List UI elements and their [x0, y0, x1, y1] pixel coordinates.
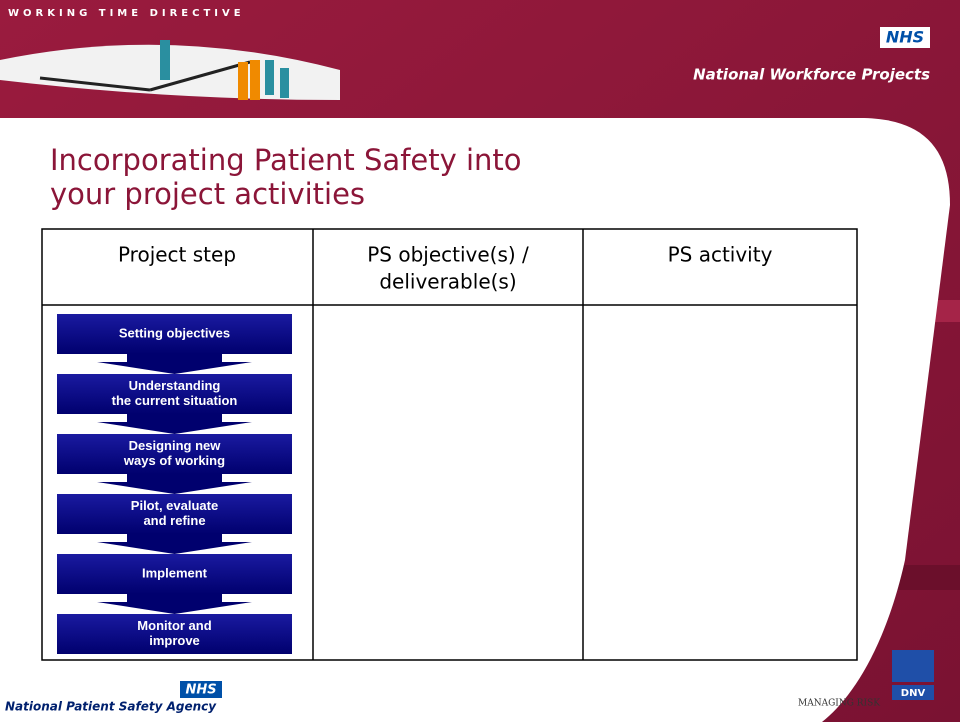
clock-hand — [39, 76, 151, 92]
column-header: Project step — [118, 243, 236, 267]
step-label: Pilot, evaluate — [131, 498, 218, 513]
step-arrow — [97, 354, 252, 374]
dnv-logo-text: DNV — [901, 688, 926, 699]
clock-hand — [149, 60, 251, 92]
column-header: PS objective(s) / — [367, 243, 529, 267]
table-grid — [41, 228, 858, 661]
figures — [160, 40, 289, 98]
nhs-logo — [880, 27, 930, 48]
step-arrow — [97, 534, 252, 554]
step-arrow — [97, 474, 252, 494]
step-box — [57, 494, 292, 534]
agency-name: National Patient Safety Agency — [5, 700, 217, 714]
step-box — [57, 374, 292, 414]
dnv-emblem — [892, 650, 934, 682]
step-label: Setting objectives — [119, 325, 230, 340]
title-line: Incorporating Patient Safety into — [50, 143, 522, 177]
nhs-logo-text: NHS — [185, 683, 216, 698]
nhs-logo — [180, 681, 222, 698]
step-box — [57, 434, 292, 474]
organisation: National Workforce Projects — [693, 66, 930, 84]
step-label: Monitor and — [137, 618, 211, 633]
step-box — [57, 614, 292, 654]
step-label: and refine — [143, 513, 205, 528]
tagline: MANAGING RISK — [798, 699, 880, 709]
step-label: the current situation — [112, 393, 238, 408]
step-box — [57, 554, 292, 594]
dnv-logo — [892, 685, 934, 700]
step-label: improve — [149, 633, 200, 648]
nhs-logo-text: NHS — [886, 28, 924, 47]
step-label: Understanding — [129, 378, 221, 393]
step-arrow — [97, 414, 252, 434]
column-header: PS activity — [668, 243, 773, 267]
programme-name: WORKING TIME DIRECTIVE — [8, 8, 245, 19]
column-header: deliverable(s) — [379, 270, 516, 294]
step-label: Designing new — [129, 438, 222, 453]
title-line: your project activities — [50, 177, 365, 211]
figures — [238, 60, 260, 100]
step-label: Implement — [142, 565, 208, 580]
step-box — [57, 314, 292, 354]
step-arrow — [97, 594, 252, 614]
step-label: ways of working — [123, 453, 225, 468]
